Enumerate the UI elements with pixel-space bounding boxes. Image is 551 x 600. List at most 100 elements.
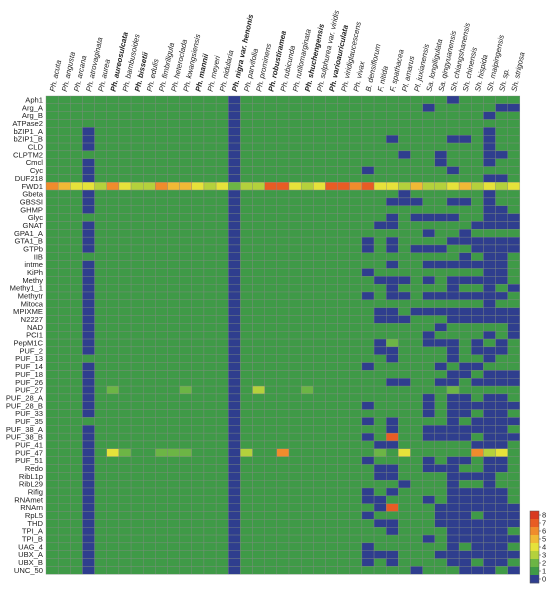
heatmap-cell (155, 370, 168, 379)
heatmap-cell (446, 472, 460, 481)
heatmap-cell (94, 127, 107, 136)
heatmap-cell (143, 527, 156, 536)
heatmap-cell (276, 95, 290, 105)
heatmap-cell (215, 244, 229, 253)
heatmap-cell (373, 142, 387, 152)
heatmap-cell (288, 519, 302, 528)
heatmap-cell (434, 103, 448, 112)
heatmap-cell (507, 440, 521, 449)
heatmap-cell (458, 370, 472, 379)
heatmap-cell (179, 268, 192, 277)
heatmap-cell (155, 432, 168, 442)
heatmap-cell (155, 566, 168, 575)
heatmap-cell (386, 252, 399, 261)
heatmap-cell (373, 182, 387, 191)
heatmap-cell (252, 432, 265, 442)
heatmap-cell (410, 111, 423, 120)
heatmap-cell (45, 276, 59, 285)
heatmap-cell (422, 174, 435, 183)
heatmap-cell (167, 213, 180, 222)
heatmap-cell (325, 260, 338, 269)
heatmap-cell (240, 111, 253, 120)
heatmap-cell (386, 166, 399, 175)
heatmap-cell (45, 213, 59, 222)
heatmap-cell (252, 291, 265, 301)
heatmap-cell (203, 354, 217, 363)
heatmap-cell (215, 409, 229, 418)
heatmap-cell (507, 511, 521, 520)
heatmap-cell (45, 236, 59, 246)
heatmap-cell (143, 464, 156, 473)
heatmap-cell (45, 432, 59, 442)
heatmap-cell (106, 432, 120, 442)
heatmap-cell (240, 346, 253, 355)
heatmap-cell (300, 338, 314, 348)
heatmap-cell (398, 142, 411, 152)
heatmap-cell (325, 142, 338, 152)
heatmap-cell (349, 166, 363, 175)
heatmap-cell (106, 534, 120, 544)
heatmap-cell (179, 276, 192, 285)
heatmap-cell (179, 385, 192, 395)
row-label: UBX_B (18, 558, 43, 567)
heatmap-cell (118, 135, 132, 144)
heatmap-cell (203, 519, 217, 528)
heatmap-cell (57, 197, 71, 206)
heatmap-cell (337, 221, 350, 230)
heatmap-cell (373, 276, 387, 285)
heatmap-cell (361, 425, 375, 434)
heatmap-cell (349, 197, 363, 206)
heatmap-cell (70, 268, 83, 277)
heatmap-cell (313, 236, 326, 246)
heatmap-cell (252, 205, 265, 214)
heatmap-cell (143, 558, 156, 567)
heatmap-cell (507, 558, 521, 567)
heatmap-cell (179, 542, 192, 551)
heatmap-cell (143, 268, 156, 277)
heatmap-cell (57, 331, 71, 340)
heatmap-cell (483, 197, 496, 206)
heatmap-cell (143, 401, 156, 410)
row-label: GNAT (22, 221, 43, 230)
heatmap-cell (276, 464, 290, 473)
heatmap-cell (276, 370, 290, 379)
heatmap-cell (94, 299, 107, 308)
heatmap-cell (373, 393, 387, 402)
heatmap-cell (228, 401, 241, 410)
heatmap-cell (215, 229, 229, 238)
heatmap-cell (57, 542, 71, 551)
heatmap-cell (373, 323, 387, 332)
heatmap-cell (313, 542, 326, 551)
heatmap-cell (398, 229, 411, 238)
heatmap-cell (252, 213, 265, 222)
heatmap-cell (228, 252, 241, 261)
heatmap-cell (313, 338, 326, 348)
heatmap-cell (300, 503, 314, 512)
heatmap-cell (458, 378, 472, 387)
heatmap-cell (410, 464, 423, 473)
heatmap-cell (507, 197, 521, 206)
heatmap-cell (45, 354, 59, 363)
heatmap-cell (507, 550, 521, 559)
heatmap-cell (458, 276, 472, 285)
heatmap-cell (191, 527, 205, 536)
heatmap-cell (130, 456, 144, 465)
heatmap-cell (215, 346, 229, 355)
heatmap-cell (325, 511, 338, 520)
heatmap-cell (118, 315, 132, 324)
heatmap-cell (507, 236, 521, 246)
heatmap-cell (398, 205, 411, 214)
heatmap-cell (143, 323, 156, 332)
heatmap-cell (446, 354, 460, 363)
heatmap-cell (264, 221, 278, 230)
heatmap-cell (264, 189, 278, 199)
heatmap-cell (434, 354, 448, 363)
heatmap-cell (167, 479, 180, 489)
heatmap-cell (70, 558, 83, 567)
heatmap-cell (300, 127, 314, 136)
heatmap-cell (130, 495, 144, 504)
heatmap-cell (458, 158, 472, 167)
heatmap-cell (191, 479, 205, 489)
heatmap-cell (94, 135, 107, 144)
